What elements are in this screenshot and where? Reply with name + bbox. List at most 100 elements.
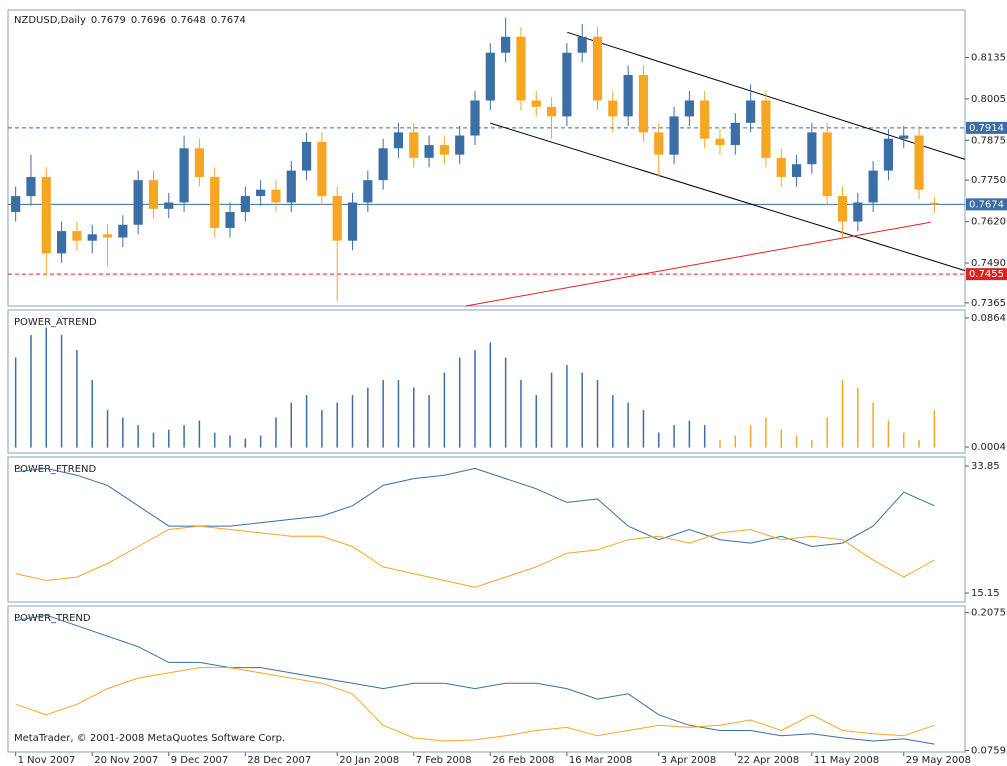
candle-body [501, 36, 511, 53]
last-high: 0.7696 [131, 15, 166, 26]
candle-body [700, 100, 710, 139]
indicator-line [15, 525, 935, 588]
x-tick-label: 9 Dec 2007 [171, 755, 229, 766]
candle-body [118, 224, 128, 238]
y-tick-label: 0.7875 [971, 135, 1006, 146]
candle-body [409, 132, 419, 158]
candle-body [256, 189, 266, 197]
candle-body [929, 202, 939, 205]
candle-body [240, 196, 250, 213]
x-tick-label: 22 Apr 2008 [737, 755, 799, 766]
candle-body [470, 100, 480, 136]
y-tick-label: 0.8005 [971, 94, 1006, 105]
candle-body [439, 145, 449, 155]
candle-body [822, 132, 832, 197]
x-tick-label: 29 May 2008 [906, 755, 971, 766]
level-label: 0.7674 [969, 199, 1004, 210]
candle-body [164, 202, 174, 209]
candle-body [102, 234, 113, 238]
candle-body [87, 234, 97, 241]
candle-body [715, 138, 725, 146]
indicator-line [15, 667, 935, 742]
x-tick-label: 11 May 2008 [814, 755, 879, 766]
candle-body [516, 36, 526, 101]
y-tick-label: 15.15 [971, 588, 1000, 599]
candle-body [485, 52, 495, 101]
candle-body [638, 74, 649, 133]
candle-body [225, 212, 235, 228]
y-tick-label: 0.8135 [971, 52, 1006, 63]
pane-frame [7, 309, 966, 454]
x-tick-label: 28 Dec 2007 [247, 755, 311, 766]
last-low: 0.7648 [171, 15, 206, 26]
candle-body [41, 176, 51, 254]
x-tick-label: 3 Apr 2008 [661, 755, 716, 766]
candle-body [424, 145, 434, 158]
candle-body [332, 196, 342, 241]
y-tick-label: 33.85 [971, 461, 1000, 472]
x-tick-label: 20 Nov 2007 [94, 755, 158, 766]
candle-body [776, 157, 786, 177]
indicator-line [15, 614, 935, 745]
candle-body [72, 231, 82, 241]
y-tick-label: 0.7490 [971, 258, 1006, 269]
candle-body [363, 180, 373, 203]
candle-body [592, 36, 603, 101]
candle-body [133, 180, 143, 225]
candle-body [746, 100, 756, 123]
candle-body [455, 135, 465, 155]
candle-body [577, 36, 587, 53]
candle-body [562, 52, 572, 117]
last-open: 0.7679 [91, 15, 126, 26]
candle-body [807, 132, 817, 165]
candle-body [791, 164, 802, 177]
candle-body [56, 231, 67, 254]
level-label-box [966, 268, 1007, 281]
x-tick-label: 20 Jan 2008 [339, 755, 399, 766]
trendline [490, 122, 966, 272]
candle-body [899, 135, 909, 139]
candle-body [378, 148, 388, 181]
candle-body [546, 106, 557, 117]
y-tick-label: 0.7620 [971, 217, 1006, 228]
last-close: 0.7674 [211, 15, 246, 26]
trendline [465, 221, 931, 307]
candle-body [347, 202, 358, 241]
level-label-box [966, 198, 1007, 211]
candle-body [317, 141, 327, 197]
y-tick-label: 0.0864 [971, 313, 1006, 324]
candle-body [26, 176, 36, 197]
x-tick-label: 16 Mar 2008 [569, 755, 632, 766]
candle-body [11, 196, 21, 213]
y-tick-label: 0.7750 [971, 175, 1006, 186]
candle-body [194, 148, 204, 177]
candle-body [623, 74, 633, 117]
candle-body [669, 116, 679, 155]
pane-title: POWER_ATREND [14, 317, 97, 328]
level-label: 0.7455 [969, 269, 1004, 280]
pane-title: POWER_TREND [14, 613, 91, 624]
candle-body [761, 100, 771, 158]
candle-body [608, 100, 618, 117]
candle-body [883, 138, 894, 171]
x-tick-label: 7 Feb 2008 [416, 755, 472, 766]
candle-body [914, 135, 924, 190]
symbol-title: NZDUSD,Daily [14, 15, 86, 26]
candle-body [730, 122, 740, 146]
candle-body [853, 202, 863, 222]
candle-body [286, 170, 296, 203]
level-label: 0.7914 [969, 123, 1004, 134]
x-tick-label: 26 Feb 2008 [492, 755, 554, 766]
candle-body [210, 176, 220, 228]
candle-body [301, 141, 312, 171]
candle-body [179, 148, 189, 203]
y-tick-label: 0.0759 [971, 746, 1006, 757]
pane-frame [7, 456, 966, 603]
candle-body [393, 132, 404, 149]
x-tick-label: 1 Nov 2007 [18, 755, 76, 766]
chart-title: NZDUSD,Daily 0.7679 0.7696 0.7648 0.7674 [14, 15, 246, 26]
candle-body [837, 196, 848, 222]
footer: MetaTrader, © 2001-2008 MetaQuotes Softw… [14, 733, 285, 744]
